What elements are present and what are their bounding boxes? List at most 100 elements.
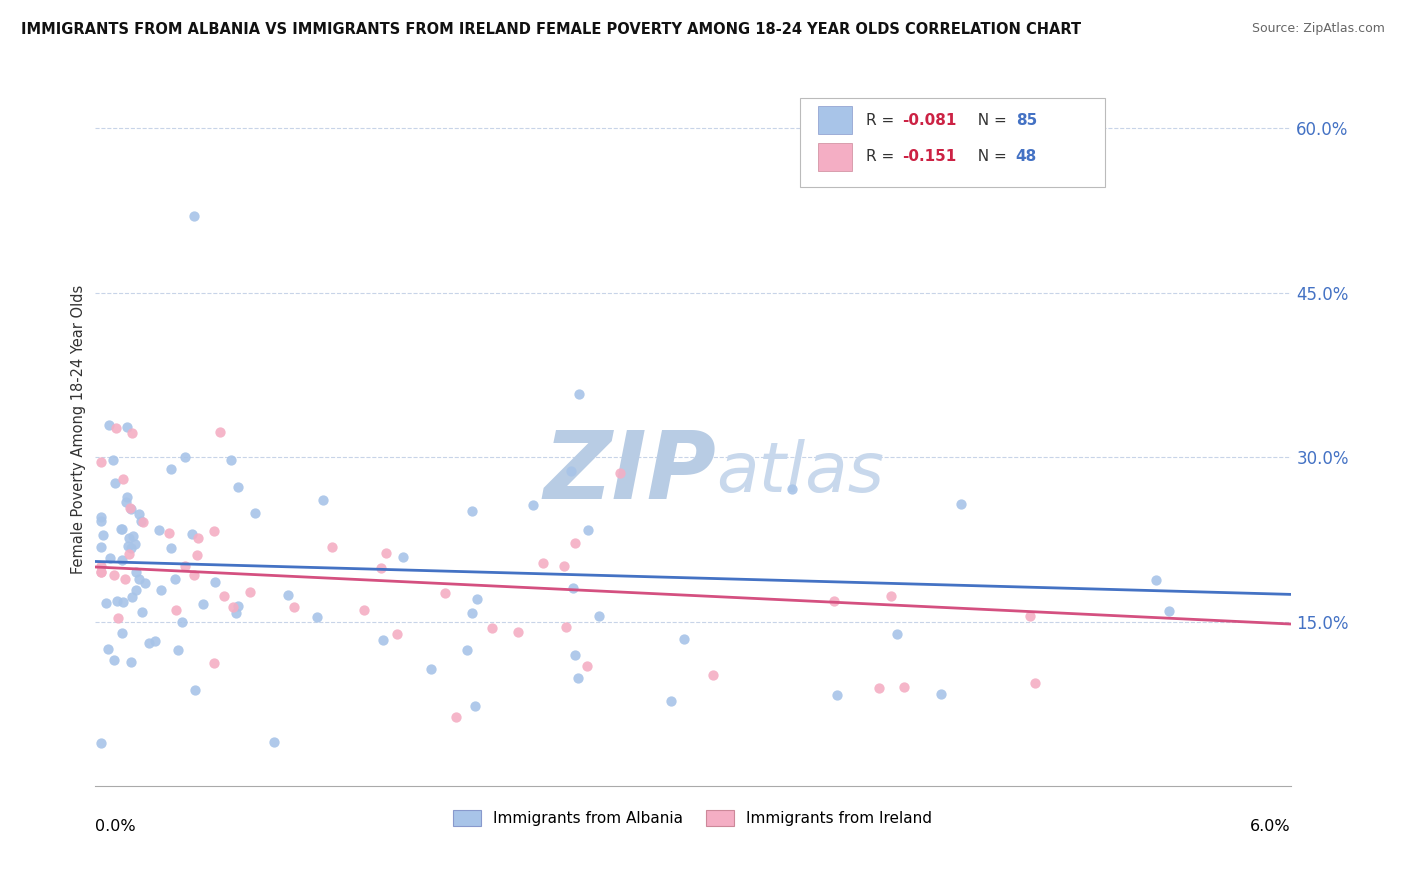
Text: -0.151: -0.151 — [903, 150, 956, 164]
Point — [1157, 604, 1180, 618]
Point — [183, 568, 205, 582]
Point — [187, 531, 209, 545]
Point — [307, 610, 329, 624]
Point — [263, 735, 285, 749]
Point — [1144, 573, 1167, 587]
Point — [522, 498, 544, 512]
Point — [609, 466, 631, 480]
Text: IMMIGRANTS FROM ALBANIA VS IMMIGRANTS FROM IRELAND FEMALE POVERTY AMONG 18-24 YE: IMMIGRANTS FROM ALBANIA VS IMMIGRANTS FR… — [21, 22, 1081, 37]
Text: 0.0%: 0.0% — [94, 819, 135, 834]
Point — [929, 687, 952, 701]
Point — [143, 633, 166, 648]
Point — [90, 455, 112, 469]
Point — [564, 535, 586, 549]
Point — [124, 537, 146, 551]
Point — [120, 541, 142, 555]
Point — [553, 559, 575, 574]
Point — [183, 209, 205, 223]
Point — [283, 600, 305, 615]
Point — [780, 483, 803, 497]
Point — [149, 582, 172, 597]
Point — [564, 648, 586, 662]
Point — [129, 514, 152, 528]
Point — [568, 387, 591, 401]
Point — [181, 527, 204, 541]
Point — [886, 627, 908, 641]
Point — [228, 599, 250, 613]
Point — [204, 524, 226, 539]
Point — [562, 581, 585, 595]
Point — [103, 453, 125, 467]
Point — [107, 610, 129, 624]
Point — [434, 586, 457, 600]
Point — [105, 593, 128, 607]
Point — [239, 585, 262, 599]
Point — [659, 694, 682, 708]
Point — [90, 541, 112, 555]
Point — [128, 508, 150, 522]
Point — [567, 671, 589, 685]
Point — [90, 515, 112, 529]
Point — [111, 626, 134, 640]
Text: 85: 85 — [1015, 112, 1036, 128]
Point — [575, 658, 598, 673]
Point — [122, 529, 145, 543]
Text: N =: N = — [967, 112, 1011, 128]
Legend: Immigrants from Albania, Immigrants from Ireland: Immigrants from Albania, Immigrants from… — [447, 805, 938, 832]
Point — [225, 606, 247, 620]
Point — [243, 507, 266, 521]
Point — [204, 575, 226, 590]
Point — [193, 598, 215, 612]
Point — [138, 636, 160, 650]
Point — [312, 492, 335, 507]
Point — [555, 620, 578, 634]
Text: ZIP: ZIP — [544, 426, 717, 518]
Point — [321, 540, 343, 554]
Text: -0.081: -0.081 — [903, 112, 956, 128]
Text: R =: R = — [866, 150, 900, 164]
Point — [419, 662, 441, 676]
Point — [134, 576, 156, 591]
Point — [111, 472, 134, 486]
Point — [560, 464, 582, 478]
Point — [117, 548, 139, 562]
Point — [159, 462, 181, 476]
Point — [370, 560, 392, 574]
Point — [879, 589, 901, 603]
Point — [174, 450, 197, 464]
Point — [226, 480, 249, 494]
Point — [202, 657, 225, 671]
Point — [186, 548, 208, 562]
Point — [111, 522, 134, 536]
Point — [131, 605, 153, 619]
Point — [353, 603, 375, 617]
Point — [949, 497, 972, 511]
Point — [576, 523, 599, 537]
Point — [125, 565, 148, 579]
Point — [702, 668, 724, 682]
Point — [174, 558, 197, 573]
Point — [121, 425, 143, 440]
Point — [90, 559, 112, 574]
Point — [165, 603, 187, 617]
Point — [166, 643, 188, 657]
Point — [132, 515, 155, 529]
Point — [461, 607, 484, 621]
Point — [277, 588, 299, 602]
Point — [456, 643, 478, 657]
Point — [508, 624, 530, 639]
Point — [120, 502, 142, 516]
Text: Source: ZipAtlas.com: Source: ZipAtlas.com — [1251, 22, 1385, 36]
Point — [827, 688, 849, 702]
Point — [114, 572, 136, 586]
Text: atlas: atlas — [717, 439, 884, 506]
Y-axis label: Female Poverty Among 18-24 Year Olds: Female Poverty Among 18-24 Year Olds — [72, 285, 86, 574]
Text: N =: N = — [967, 150, 1011, 164]
Point — [392, 550, 415, 565]
Point — [214, 590, 236, 604]
Point — [184, 683, 207, 698]
Point — [120, 656, 142, 670]
Point — [125, 583, 148, 598]
Point — [115, 494, 138, 508]
Point — [481, 621, 503, 635]
